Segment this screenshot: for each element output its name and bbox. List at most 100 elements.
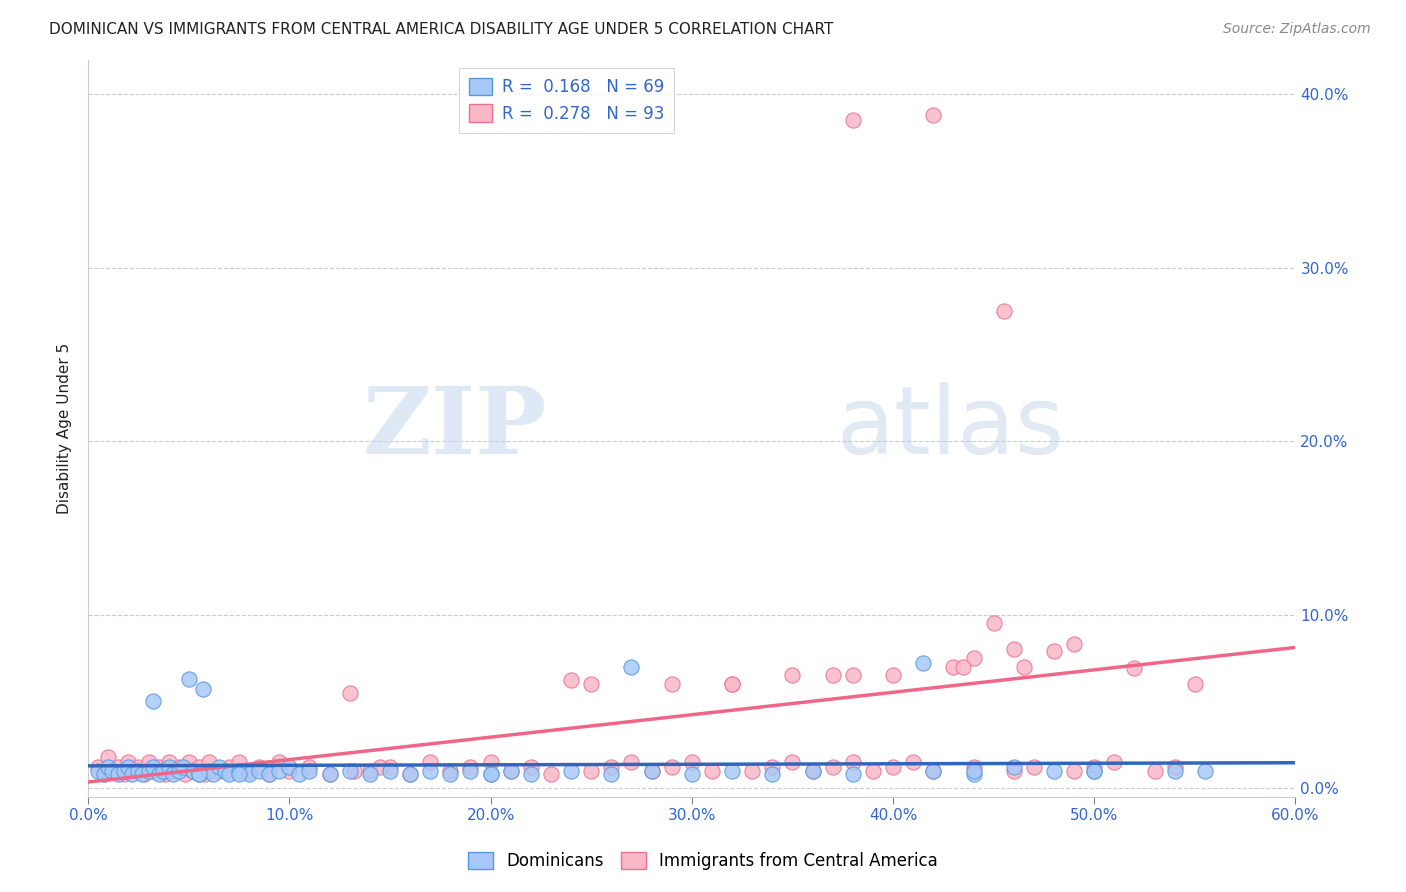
Point xyxy=(177,755,200,769)
Point xyxy=(540,767,562,781)
Point xyxy=(152,764,174,778)
Legend: Dominicans, Immigrants from Central America: Dominicans, Immigrants from Central Amer… xyxy=(461,845,945,877)
Point xyxy=(117,755,139,769)
Point xyxy=(339,764,361,778)
Point xyxy=(208,764,231,778)
Point xyxy=(882,668,904,682)
Point xyxy=(661,760,683,774)
Point xyxy=(801,764,824,778)
Point xyxy=(127,764,149,778)
Point xyxy=(479,767,502,781)
Point xyxy=(228,755,250,769)
Point xyxy=(269,764,291,778)
Point xyxy=(962,651,984,665)
Point xyxy=(167,760,190,774)
Point xyxy=(359,767,381,781)
Point xyxy=(378,760,401,774)
Point xyxy=(214,764,236,778)
Point xyxy=(368,760,391,774)
Point xyxy=(821,760,844,774)
Point xyxy=(1164,764,1187,778)
Point xyxy=(121,764,143,778)
Point xyxy=(288,767,311,781)
Point xyxy=(1002,760,1025,774)
Point xyxy=(298,764,321,778)
Point xyxy=(460,760,482,774)
Text: Source: ZipAtlas.com: Source: ZipAtlas.com xyxy=(1223,22,1371,37)
Point xyxy=(93,767,115,781)
Point xyxy=(278,764,301,778)
Point xyxy=(198,764,221,778)
Point xyxy=(198,755,221,769)
Point xyxy=(117,760,139,774)
Point xyxy=(419,764,441,778)
Point xyxy=(681,755,703,769)
Point xyxy=(460,764,482,778)
Point xyxy=(479,755,502,769)
Point xyxy=(579,764,602,778)
Point xyxy=(343,764,366,778)
Point xyxy=(962,760,984,774)
Point xyxy=(247,764,270,778)
Point xyxy=(218,767,240,781)
Point xyxy=(741,764,763,778)
Point xyxy=(912,656,935,670)
Point xyxy=(842,668,865,682)
Point xyxy=(399,767,422,781)
Point xyxy=(962,764,984,778)
Point xyxy=(1184,677,1206,691)
Point xyxy=(121,767,143,781)
Legend: R =  0.168   N = 69, R =  0.278   N = 93: R = 0.168 N = 69, R = 0.278 N = 93 xyxy=(458,68,675,133)
Point xyxy=(579,677,602,691)
Point xyxy=(782,755,804,769)
Point xyxy=(278,760,301,774)
Point xyxy=(101,764,124,778)
Point xyxy=(1083,764,1105,778)
Point xyxy=(882,760,904,774)
Point xyxy=(228,764,250,778)
Point xyxy=(922,764,945,778)
Point xyxy=(721,764,744,778)
Point xyxy=(127,760,149,774)
Point xyxy=(1083,760,1105,774)
Point xyxy=(520,760,543,774)
Point xyxy=(499,764,522,778)
Point xyxy=(201,767,224,781)
Point xyxy=(439,767,461,781)
Point xyxy=(520,767,543,781)
Point xyxy=(1164,760,1187,774)
Text: DOMINICAN VS IMMIGRANTS FROM CENTRAL AMERICA DISABILITY AGE UNDER 5 CORRELATION : DOMINICAN VS IMMIGRANTS FROM CENTRAL AME… xyxy=(49,22,834,37)
Point xyxy=(1104,755,1126,769)
Point xyxy=(842,755,865,769)
Point xyxy=(93,767,115,781)
Point xyxy=(187,767,209,781)
Point xyxy=(922,764,945,778)
Point xyxy=(87,760,110,774)
Point xyxy=(901,755,924,769)
Point xyxy=(87,764,110,778)
Point xyxy=(560,764,582,778)
Point xyxy=(187,760,209,774)
Point xyxy=(138,755,160,769)
Point xyxy=(782,668,804,682)
Point xyxy=(318,767,340,781)
Point xyxy=(842,113,865,128)
Point xyxy=(700,764,723,778)
Point xyxy=(162,764,184,778)
Point xyxy=(499,764,522,778)
Point xyxy=(141,694,163,708)
Point xyxy=(983,616,1005,631)
Point xyxy=(962,767,984,781)
Point xyxy=(153,767,176,781)
Point xyxy=(862,764,884,778)
Point xyxy=(107,767,129,781)
Point xyxy=(942,659,965,673)
Point xyxy=(162,767,184,781)
Point xyxy=(141,760,163,774)
Point xyxy=(257,767,280,781)
Point xyxy=(218,760,240,774)
Point xyxy=(1063,637,1085,651)
Point xyxy=(1143,764,1166,778)
Point xyxy=(721,677,744,691)
Point xyxy=(167,764,190,778)
